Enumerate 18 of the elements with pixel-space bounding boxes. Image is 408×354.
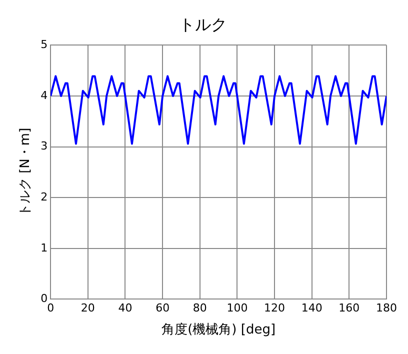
x-tick-label: 100 (226, 302, 248, 315)
y-tick-label: 5 (40, 38, 48, 52)
x-tick-label: 80 (192, 302, 207, 315)
y-tick-label: 3 (40, 140, 48, 153)
x-axis-title: 角度(機械角) [deg] (162, 322, 276, 338)
x-tick-label: 40 (118, 302, 132, 315)
y-tick-label: 4 (40, 88, 48, 102)
x-tick-label: 160 (338, 302, 360, 315)
x-tick-label: 140 (301, 302, 322, 315)
chart-title: トルク (179, 14, 227, 34)
x-tick-label: 60 (156, 302, 170, 315)
y-tick-label: 0 (40, 292, 48, 306)
x-tick-label: 120 (264, 302, 286, 315)
x-tick-label: 180 (376, 302, 397, 315)
y-tick-label: 1 (40, 241, 48, 254)
y-tick-label: 2 (40, 190, 48, 204)
x-tick-label: 20 (80, 302, 95, 315)
y-axis-title: トルク [N・m] (18, 128, 34, 217)
